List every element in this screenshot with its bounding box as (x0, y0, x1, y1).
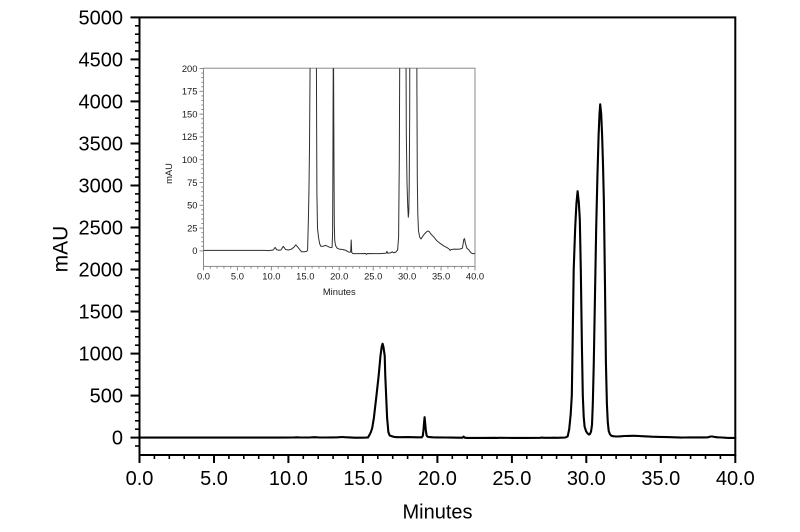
svg-text:15.0: 15.0 (343, 468, 382, 490)
svg-text:150: 150 (182, 108, 198, 119)
svg-text:3500: 3500 (79, 134, 124, 156)
svg-text:125: 125 (182, 131, 198, 142)
svg-text:10.0: 10.0 (269, 468, 308, 490)
svg-text:40.0: 40.0 (466, 271, 484, 282)
svg-text:5.0: 5.0 (200, 468, 228, 490)
svg-text:25: 25 (187, 222, 197, 233)
svg-text:40.0: 40.0 (716, 468, 755, 490)
svg-text:mAU: mAU (50, 226, 73, 273)
svg-text:100: 100 (182, 154, 198, 165)
svg-text:3000: 3000 (79, 176, 124, 198)
svg-text:1000: 1000 (79, 344, 124, 366)
svg-text:1500: 1500 (79, 302, 124, 324)
svg-text:0: 0 (192, 245, 197, 256)
svg-text:35.0: 35.0 (641, 468, 680, 490)
svg-text:500: 500 (90, 386, 123, 408)
svg-text:175: 175 (182, 86, 198, 97)
svg-text:15.0: 15.0 (296, 271, 314, 282)
svg-text:200: 200 (182, 63, 198, 74)
svg-text:5.0: 5.0 (231, 271, 244, 282)
svg-text:0.0: 0.0 (197, 271, 210, 282)
svg-text:75: 75 (187, 177, 197, 188)
svg-text:35.0: 35.0 (432, 271, 450, 282)
svg-text:2500: 2500 (79, 218, 124, 240)
svg-text:25.0: 25.0 (364, 271, 382, 282)
svg-text:20.0: 20.0 (330, 271, 348, 282)
svg-text:30.0: 30.0 (398, 271, 416, 282)
svg-text:30.0: 30.0 (567, 468, 606, 490)
svg-text:5000: 5000 (79, 7, 124, 29)
svg-text:25.0: 25.0 (492, 468, 531, 490)
svg-text:20.0: 20.0 (418, 468, 457, 490)
svg-text:Minutes: Minutes (402, 502, 472, 524)
svg-text:2000: 2000 (79, 260, 124, 282)
svg-text:Minutes: Minutes (323, 286, 356, 297)
svg-text:4500: 4500 (79, 49, 124, 71)
svg-text:10.0: 10.0 (262, 271, 280, 282)
svg-text:0: 0 (112, 428, 123, 450)
svg-text:0.0: 0.0 (126, 468, 154, 490)
svg-text:50: 50 (187, 200, 197, 211)
svg-text:4000: 4000 (79, 91, 124, 113)
svg-text:mAU: mAU (163, 163, 174, 184)
